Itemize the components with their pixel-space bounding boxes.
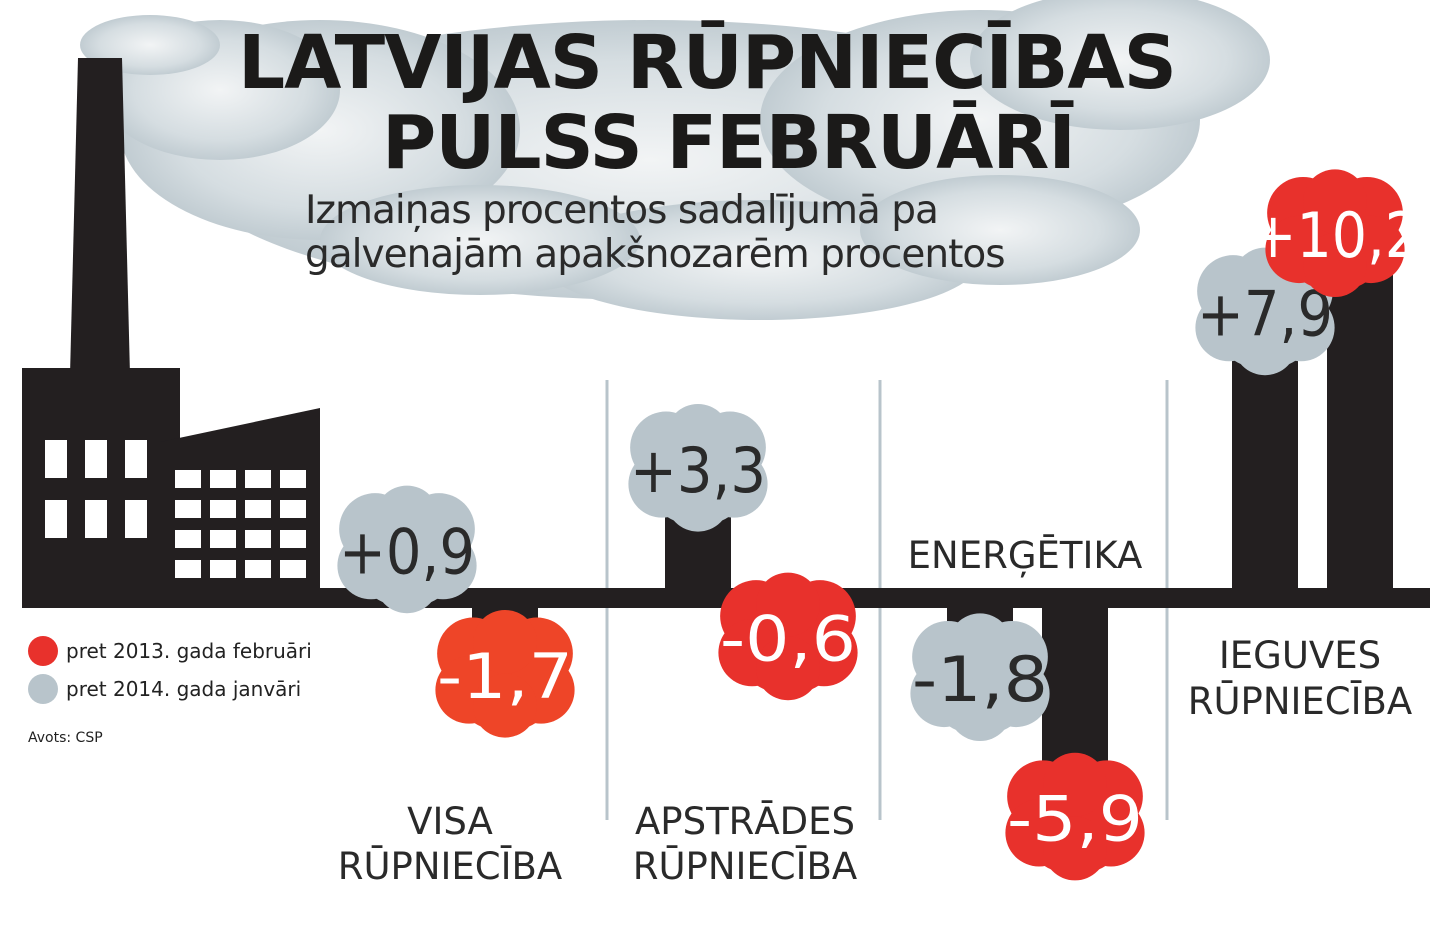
value-label-jan2014-cat-4: +7,9 [1197,277,1333,350]
bubble-jan2014-cat-2 [628,404,768,532]
legend-label-feb2013: pret 2013. gada februāri [66,639,312,663]
chart-subtitle-line-1: Izmaiņas procentos sadalījumā pa [305,188,939,233]
category-label-1-line-2: RŪPNIECĪBA [337,845,563,888]
bubble-jan2014-cat-3 [910,613,1050,741]
chart-title-line-2: PULSS FEBRUĀRĪ [382,100,1076,186]
legend-swatch-red [28,636,58,666]
source-note: Avots: CSP [28,730,103,746]
chart-subtitle-line-2: galvenajām apakšnozarēm procentos [305,232,1006,277]
value-label-feb2013-cat-3: -5,9 [1007,783,1143,856]
value-label-feb2013-cat-1: -1,7 [437,640,573,713]
category-label-3-line-1: ENERĢĒTIKA [907,534,1143,577]
bubble-feb2013-cat-3 [1005,752,1145,881]
category-label-4-line-1: IEGUVES [1218,634,1382,677]
category-label-2-line-2: RŪPNIECĪBA [632,845,858,888]
value-label-jan2014-cat-3: -1,8 [912,643,1048,716]
category-label-1-line-1: VISA [407,800,493,843]
value-label-jan2014-cat-2: +3,3 [630,434,766,507]
bubble-feb2013-cat-2 [718,572,858,701]
legend-swatch-grey [28,674,58,704]
title-cloud [80,0,1270,320]
value-label-feb2013-cat-4: +10,2 [1250,199,1420,272]
category-label-4-line-2: RŪPNIECĪBA [1187,680,1413,723]
factory-windows [45,440,306,578]
category-label-2-line-1: APSTRĀDES [634,800,856,843]
bubble-feb2013-cat-1 [435,610,575,738]
chart-title-line-1: LATVIJAS RŪPNIECĪBAS [238,20,1177,106]
factory-silhouette [22,58,320,608]
legend-item-jan2014: pret 2014. gada janvāri [28,674,301,704]
bubbles-layer: +0,9 +3,3 -1,8 +7,9 -1,7 -0,6 -5,9 +10,2 [337,169,1420,881]
bubble-feb2013-cat-4 [1265,169,1405,297]
bubble-jan2014-cat-1 [337,485,477,614]
value-label-feb2013-cat-2: -0,6 [720,602,856,675]
value-label-jan2014-cat-1: +0,9 [339,515,475,588]
bar-feb2013-cat-4 [1327,251,1393,598]
legend-item-feb2013: pret 2013. gada februāri [28,636,312,666]
legend-label-jan2014: pret 2014. gada janvāri [66,677,302,701]
